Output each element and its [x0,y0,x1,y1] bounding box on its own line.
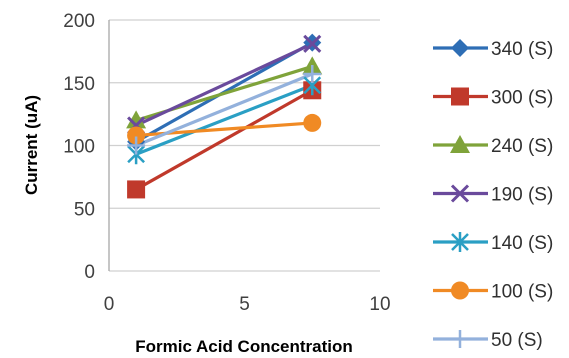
legend-item: 100 (S) [433,281,553,303]
data-point-s6-0 [127,136,146,155]
series-line-3 [135,42,313,127]
series-line-4 [135,83,313,156]
data-point-s5-0 [127,126,146,145]
series-line-6 [135,72,313,147]
legend-item: 50 (S) [433,330,543,351]
x-tick-label: 0 [104,294,115,315]
legend-label: 190 (S) [491,185,553,206]
legend-label: 300 (S) [491,88,553,109]
y-tick-label: 200 [63,11,95,32]
legend-label: 240 (S) [491,136,553,157]
series-line-1 [135,88,314,191]
grid-lines [108,19,380,272]
legend-marker [451,87,469,106]
legend-item: 340 (S) [433,39,553,60]
legend-item: 190 (S) [433,184,553,206]
x-tick-label: 5 [239,294,250,315]
data-point-s6-1 [303,64,322,83]
legend: 340 (S) 300 (S) 240 (S) 190 (S) 140 (S) 100 (… [433,39,553,351]
series-lines [135,41,314,191]
legend-item: 140 (S) [433,232,553,254]
y-tick-label: 0 [84,262,95,283]
legend-marker [450,135,470,153]
x-tick-label: 10 [369,294,390,315]
y-axis-title: Current (uA) [22,95,41,195]
x-axis-ticks: 0 5 10 [104,294,391,315]
legend-marker [451,39,469,57]
data-point-s1-0 [127,180,146,199]
data-point-s5-1 [303,113,322,132]
legend-marker [451,232,469,252]
legend-item: 240 (S) [433,135,553,157]
data-point-s2-0 [126,110,147,129]
y-tick-label: 100 [63,137,95,158]
series-markers [126,33,323,199]
y-tick-label: 50 [74,199,95,220]
data-point-s3-1 [303,34,322,53]
legend-label: 140 (S) [491,233,553,254]
legend-marker [451,281,469,300]
y-tick-label: 150 [63,74,95,95]
legend-label: 340 (S) [491,39,553,60]
legend-label: 100 (S) [491,282,553,303]
legend-marker [450,184,470,203]
x-axis-title: Formic Acid Concentration [135,337,353,356]
y-axis-ticks: 0 50 100 150 200 [63,11,95,283]
legend-item: 300 (S) [433,87,553,109]
legend-label: 50 (S) [491,330,543,351]
legend-marker [451,330,469,348]
